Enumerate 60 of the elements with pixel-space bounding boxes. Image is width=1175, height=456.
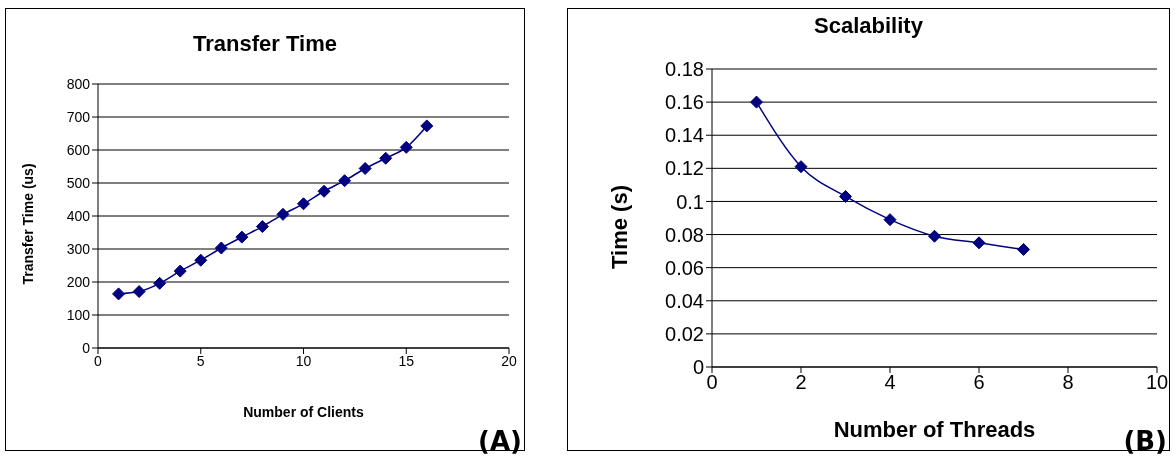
y-tick-label: 0: [82, 339, 91, 356]
y-tick-label: 0.16: [665, 91, 704, 114]
point: [214, 241, 228, 255]
y-tick-label: 0.18: [665, 58, 704, 81]
y-tick-label: 0.1: [676, 190, 704, 213]
text: (A): [478, 426, 522, 456]
x-tick-label: 4: [884, 371, 896, 394]
y-tick-label: 400: [66, 207, 91, 224]
y-tick-label: 0.02: [665, 322, 704, 345]
point: [839, 189, 852, 203]
point: [1017, 242, 1030, 256]
y-tick-label: 0.08: [665, 223, 704, 246]
x-tick-label: 5: [196, 352, 205, 369]
y-tick-label: 0.12: [665, 157, 704, 180]
point: [928, 229, 941, 243]
x-tick-label: 20: [501, 352, 517, 369]
x-tick-label: 0: [706, 371, 718, 394]
x-tick-label: 2: [795, 371, 807, 394]
x-axis-title: Number of Threads: [833, 417, 1036, 442]
y-tick-label: 300: [66, 240, 91, 257]
point: [317, 184, 331, 198]
x-tick-label: 0: [94, 352, 103, 369]
x-tick-label: 15: [398, 352, 415, 369]
chart-title: Scalability: [813, 13, 924, 39]
point: [297, 197, 310, 211]
text: (B): [1123, 426, 1167, 456]
point: [883, 213, 897, 227]
x-axis-title: Number of Clients: [242, 404, 365, 420]
point: [235, 230, 249, 244]
point: [255, 220, 269, 234]
y-tick-label: 600: [66, 141, 91, 158]
y-tick-label: 0.06: [665, 256, 704, 279]
y-tick-label: 0.04: [665, 289, 704, 312]
point: [420, 119, 434, 133]
x-tick-label: 8: [1062, 371, 1074, 394]
x-tick-label: 6: [973, 371, 985, 394]
point: [338, 174, 352, 188]
y-tick-label: 200: [66, 273, 91, 290]
point: [379, 151, 393, 165]
y-tick-label: 800: [66, 75, 91, 92]
point: [153, 276, 167, 290]
point: [276, 207, 290, 221]
point: [194, 253, 208, 267]
point: [173, 264, 187, 278]
chart-title: Transfer Time: [192, 31, 338, 57]
x-tick-label: 10: [1145, 371, 1169, 394]
y-axis-title: Time (s): [607, 185, 633, 269]
y-tick-label: 0.14: [665, 124, 704, 147]
y-tick-label: 500: [66, 174, 91, 191]
x-tick-label: 10: [295, 352, 312, 369]
point: [399, 140, 413, 154]
point: [972, 236, 986, 250]
y-tick-label: 100: [66, 306, 91, 323]
point: [112, 287, 126, 301]
y-axis-title: Transfer Time (us): [20, 163, 36, 285]
point: [750, 95, 763, 109]
y-tick-label: 700: [66, 108, 91, 125]
point: [794, 160, 808, 174]
point: [132, 285, 146, 299]
point: [358, 161, 372, 175]
